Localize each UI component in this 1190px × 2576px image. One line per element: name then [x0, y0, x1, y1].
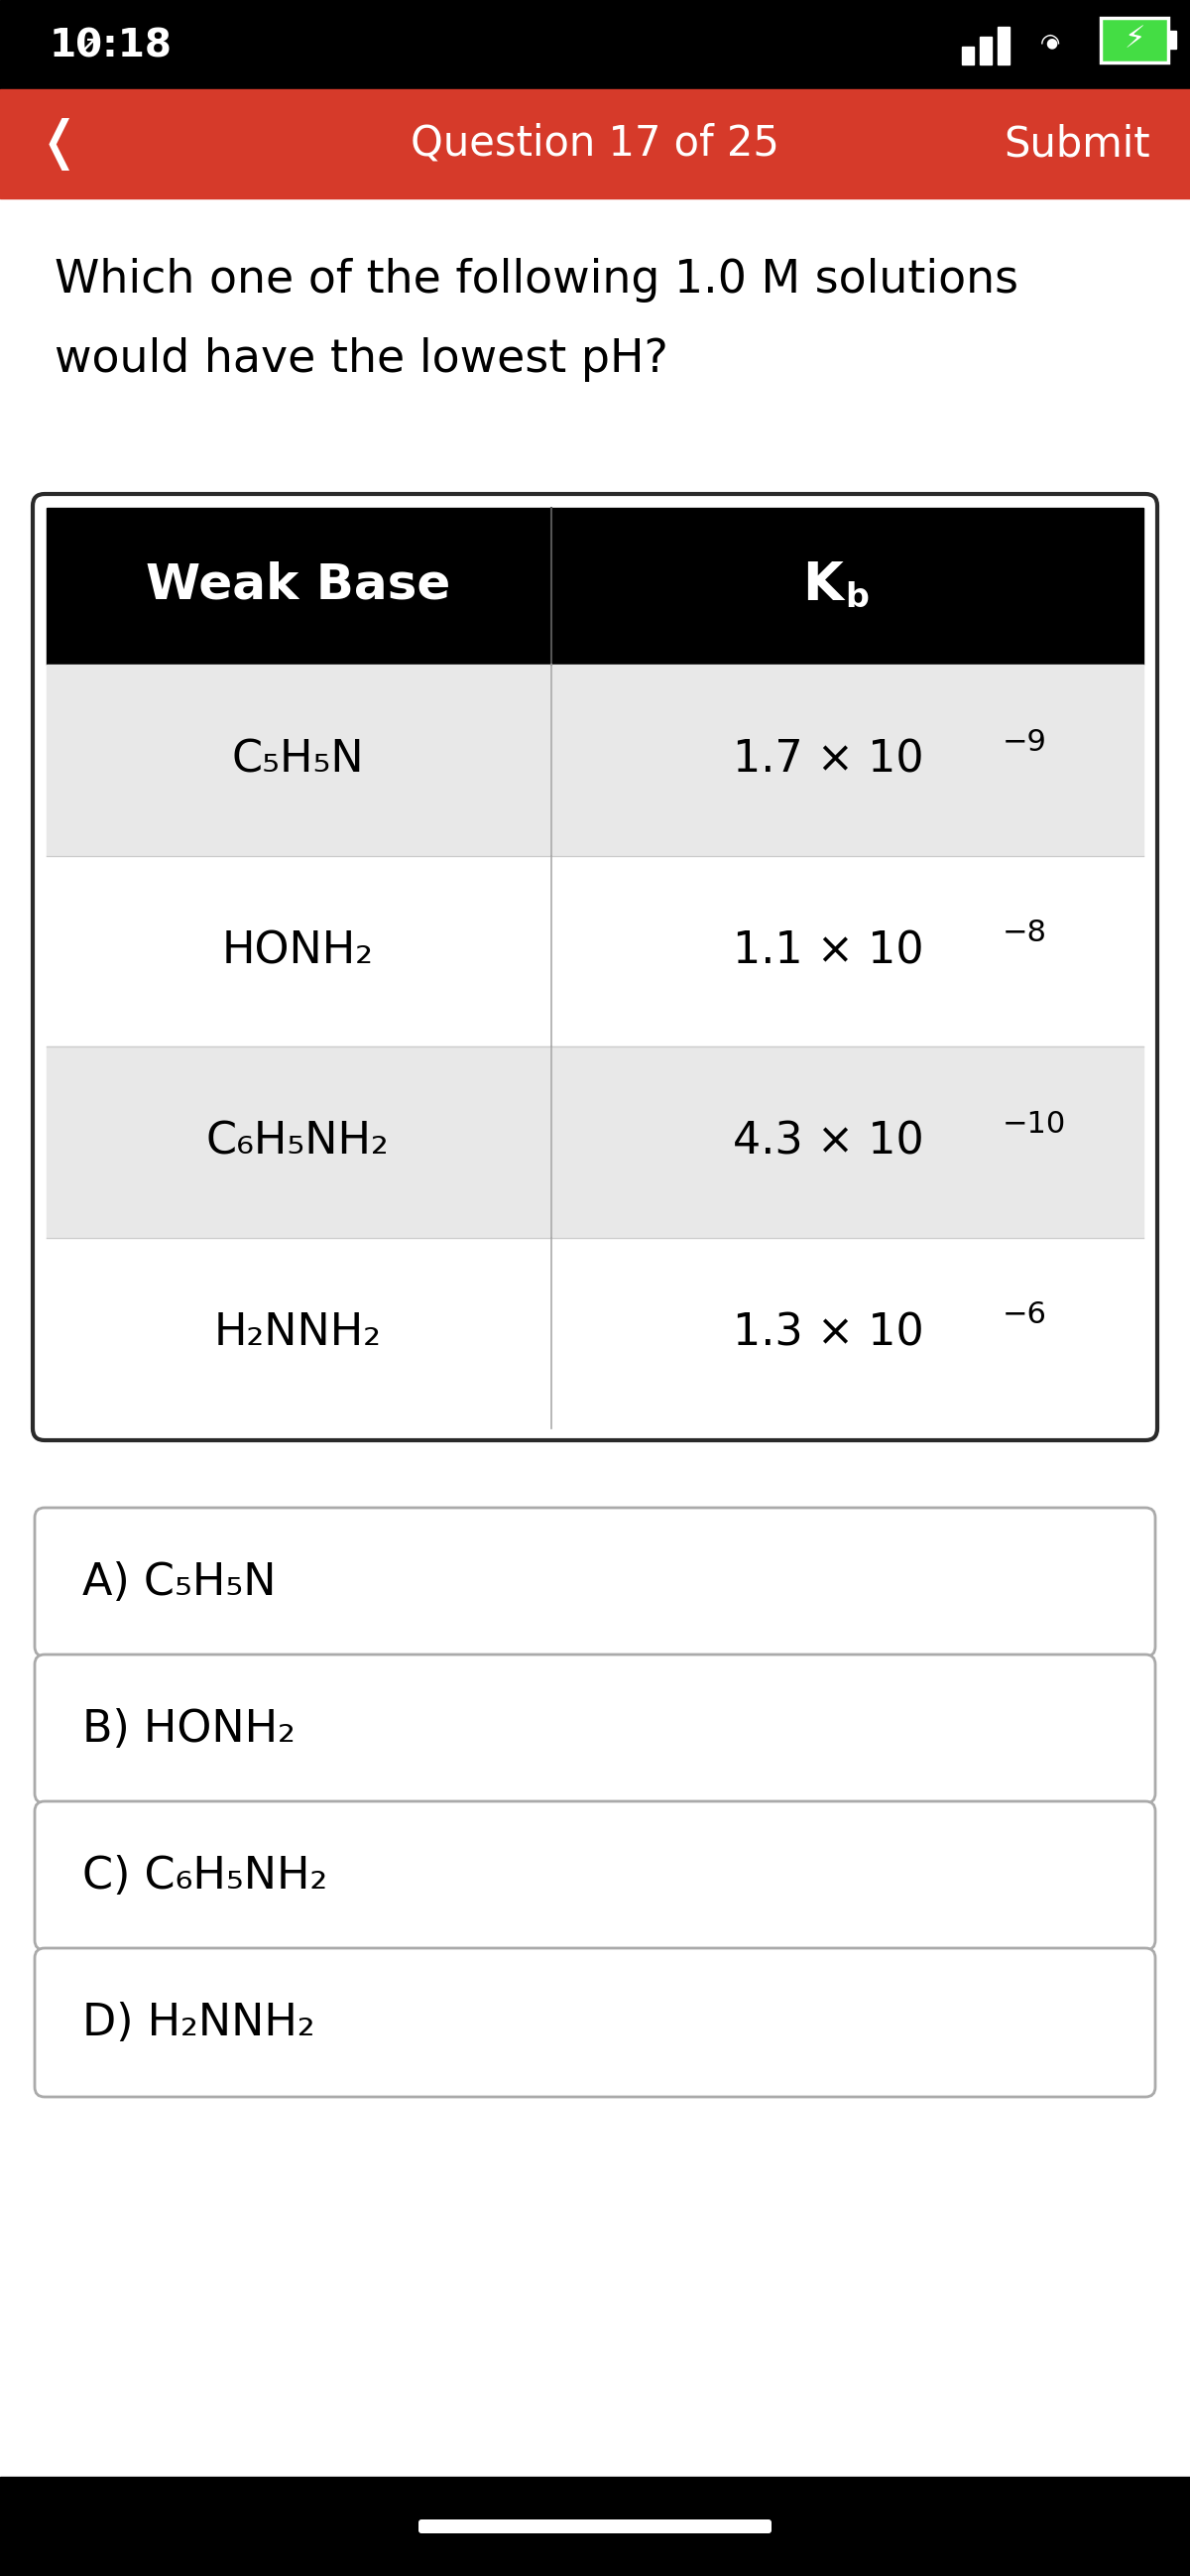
Text: ❬: ❬: [38, 118, 82, 170]
Bar: [0, 0, 1190, 90]
Text: HONH₂: HONH₂: [223, 930, 374, 971]
Text: 4.3 × 10: 4.3 × 10: [733, 1121, 923, 1164]
Text: Which one of the following 1.0 M solutions: Which one of the following 1.0 M solutio…: [55, 258, 1019, 301]
Text: −8: −8: [1002, 920, 1046, 948]
Text: 1.7 × 10: 1.7 × 10: [733, 739, 923, 781]
Text: 10:18: 10:18: [50, 28, 173, 64]
Text: K: K: [803, 559, 844, 611]
Text: b: b: [845, 580, 869, 613]
Text: D) H₂NNH₂: D) H₂NNH₂: [82, 2002, 315, 2043]
Text: C₅H₅N: C₅H₅N: [232, 739, 364, 781]
Bar: [979, 36, 991, 64]
Text: C₆H₅NH₂: C₆H₅NH₂: [206, 1121, 389, 1164]
FancyBboxPatch shape: [419, 2519, 771, 2532]
Text: −10: −10: [1002, 1110, 1065, 1139]
Bar: [46, 665, 1144, 855]
Bar: [962, 46, 973, 64]
Text: ●: ●: [1045, 36, 1057, 49]
Bar: [997, 26, 1009, 64]
FancyBboxPatch shape: [35, 1801, 1155, 1950]
Text: −6: −6: [1002, 1301, 1046, 1329]
Bar: [0, 2476, 1190, 2576]
FancyBboxPatch shape: [35, 1507, 1155, 1656]
Text: ⚡: ⚡: [1123, 26, 1145, 54]
Text: −9: −9: [1002, 729, 1046, 757]
Text: A) C₅H₅N: A) C₅H₅N: [82, 1561, 276, 1602]
Text: C) C₆H₅NH₂: C) C₆H₅NH₂: [82, 1855, 327, 1896]
Text: Submit: Submit: [1004, 124, 1151, 165]
Text: Question 17 of 25: Question 17 of 25: [411, 124, 779, 165]
Text: ↗: ↗: [68, 33, 99, 59]
Bar: [46, 855, 1144, 1046]
Text: would have the lowest pH?: would have the lowest pH?: [55, 337, 669, 381]
Text: B) HONH₂: B) HONH₂: [82, 1708, 295, 1749]
FancyBboxPatch shape: [35, 1947, 1155, 2097]
Bar: [0, 90, 1190, 198]
Bar: [1169, 31, 1176, 49]
Text: 1.3 × 10: 1.3 × 10: [733, 1311, 923, 1355]
Text: 1.1 × 10: 1.1 × 10: [733, 930, 923, 971]
Text: Weak Base: Weak Base: [145, 562, 450, 608]
FancyBboxPatch shape: [35, 1654, 1155, 1803]
Bar: [46, 1046, 1144, 1236]
Bar: [46, 507, 1144, 665]
Bar: [1101, 18, 1169, 62]
FancyBboxPatch shape: [33, 495, 1157, 1440]
Text: ◜◝: ◜◝: [1041, 31, 1060, 54]
Text: H₂NNH₂: H₂NNH₂: [214, 1311, 382, 1355]
Bar: [46, 1236, 1144, 1427]
